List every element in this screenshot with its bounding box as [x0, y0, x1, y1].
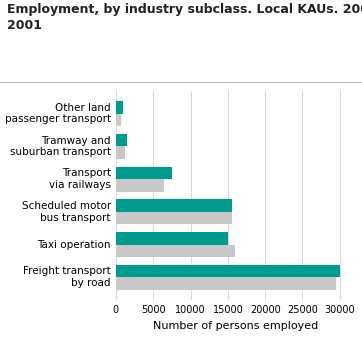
Bar	[116, 146, 125, 159]
Bar	[116, 245, 235, 257]
Bar	[116, 232, 228, 245]
Bar	[116, 277, 336, 290]
Bar	[116, 212, 232, 224]
X-axis label: Number of persons employed: Number of persons employed	[153, 321, 318, 331]
Bar	[116, 134, 127, 146]
Bar	[116, 199, 232, 212]
Bar	[116, 101, 123, 114]
Bar	[116, 179, 164, 192]
Bar	[116, 265, 340, 277]
Text: Employment, by industry subclass. Local KAUs. 2000 and
2001: Employment, by industry subclass. Local …	[7, 3, 362, 32]
Bar	[116, 167, 172, 179]
Bar	[116, 114, 121, 126]
